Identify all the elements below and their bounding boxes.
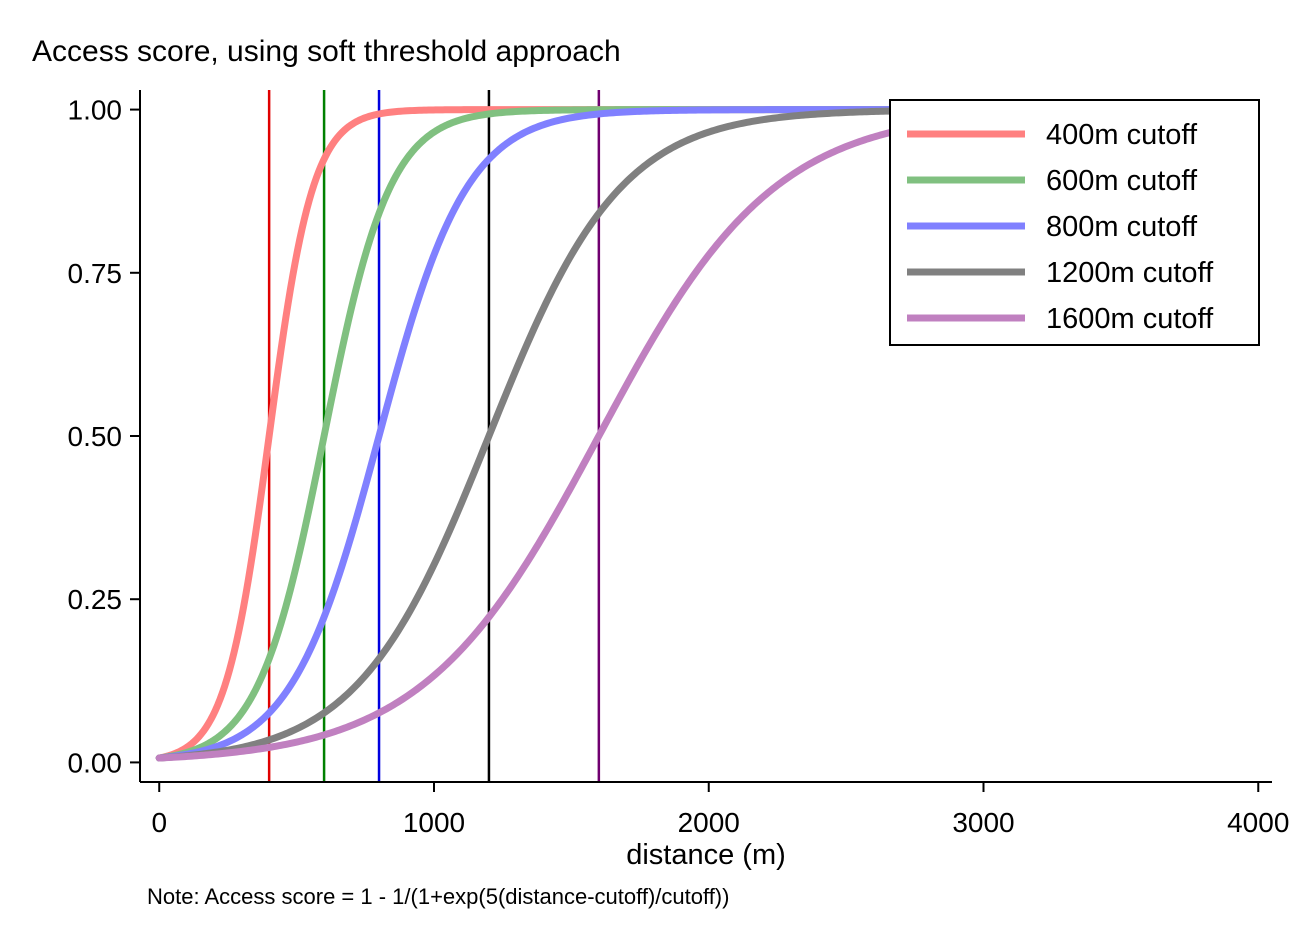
- legend-label: 600m cutoff: [1046, 165, 1198, 197]
- y-ticks: 0.00 0.25 0.50 0.75 1.00: [68, 95, 140, 778]
- x-tick-label: 1000: [403, 807, 465, 838]
- legend-label: 1200m cutoff: [1046, 257, 1214, 289]
- chart-note: Note: Access score = 1 - 1/(1+exp(5(dist…: [147, 884, 729, 909]
- x-tick-label: 0: [151, 807, 167, 838]
- x-ticks: 0 1000 2000 3000 4000: [151, 782, 1289, 838]
- x-tick-label: 4000: [1227, 807, 1289, 838]
- legend-label: 1600m cutoff: [1046, 303, 1214, 335]
- y-tick-label: 1.00: [68, 95, 123, 126]
- chart-title: Access score, using soft threshold appro…: [32, 35, 621, 68]
- legend-label: 800m cutoff: [1046, 211, 1198, 243]
- x-axis-label: distance (m): [626, 839, 786, 871]
- y-tick-label: 0.25: [68, 584, 123, 615]
- x-tick-label: 3000: [952, 807, 1014, 838]
- y-tick-label: 0.75: [68, 258, 123, 289]
- x-tick-label: 2000: [678, 807, 740, 838]
- legend-label: 400m cutoff: [1046, 119, 1198, 151]
- y-tick-label: 0.50: [68, 421, 123, 452]
- y-tick-label: 0.00: [68, 747, 123, 778]
- legend: 400m cutoff 600m cutoff 800m cutoff 1200m c…: [889, 99, 1260, 346]
